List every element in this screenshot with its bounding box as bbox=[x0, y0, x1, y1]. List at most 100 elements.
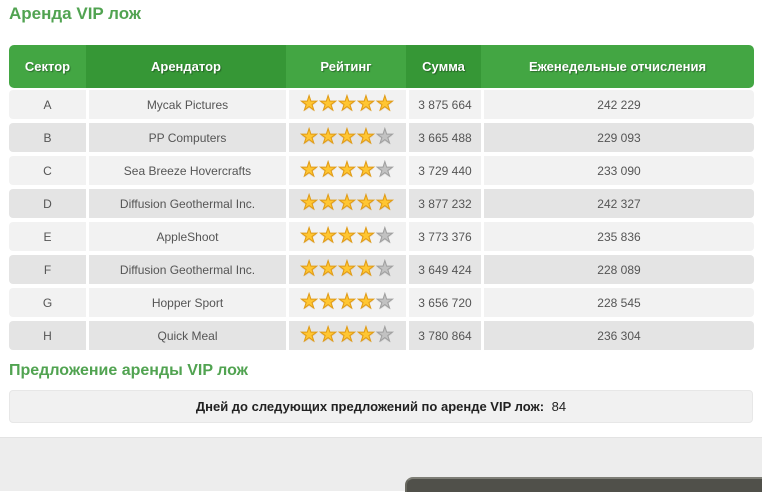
star-filled-icon: ★ bbox=[375, 192, 395, 215]
star-filled-icon: ★ bbox=[338, 93, 357, 116]
star-filled-icon: ★ bbox=[300, 291, 320, 314]
rating-stars: ★ ★ ★ ★ ★ bbox=[286, 156, 406, 185]
page-title: Аренда VIP лож bbox=[9, 4, 141, 23]
star-filled-icon: ★ bbox=[300, 258, 320, 281]
sum-cell: 3 656 720 bbox=[406, 288, 481, 317]
star-empty-icon: ★ bbox=[375, 324, 395, 347]
tenant-cell: PP Computers bbox=[86, 123, 286, 152]
sector-cell: D bbox=[9, 189, 86, 218]
footer-background-strip bbox=[0, 437, 762, 491]
weekly-cell: 228 089 bbox=[481, 255, 754, 284]
weekly-cell: 242 229 bbox=[481, 90, 754, 119]
table-row: B PP Computers ★ ★ ★ ★ ★ 3 665 488 229 093 bbox=[9, 123, 754, 152]
tenant-cell: Hopper Sport bbox=[86, 288, 286, 317]
table-row: C Sea Breeze Hovercrafts ★ ★ ★ ★ ★ 3 729 440… bbox=[9, 156, 754, 185]
rating-stars: ★ ★ ★ ★ ★ bbox=[286, 222, 406, 251]
sector-cell: H bbox=[9, 321, 86, 350]
star-filled-icon: ★ bbox=[319, 93, 339, 116]
star-filled-icon: ★ bbox=[300, 192, 320, 215]
star-filled-icon: ★ bbox=[338, 291, 357, 314]
table-row: D Diffusion Geothermal Inc. ★ ★ ★ ★ ★ 3 877 … bbox=[9, 189, 754, 218]
rating-stars: ★ ★ ★ ★ ★ bbox=[286, 255, 406, 284]
star-filled-icon: ★ bbox=[356, 93, 376, 116]
star-filled-icon: ★ bbox=[319, 258, 339, 281]
rating-stars: ★ ★ ★ ★ ★ bbox=[286, 90, 406, 119]
star-filled-icon: ★ bbox=[356, 126, 376, 149]
star-filled-icon: ★ bbox=[338, 258, 357, 281]
table-row: F Diffusion Geothermal Inc. ★ ★ ★ ★ ★ 3 649 … bbox=[9, 255, 754, 284]
star-filled-icon: ★ bbox=[300, 324, 320, 347]
sum-cell: 3 773 376 bbox=[406, 222, 481, 251]
column-header-tenant: Арендатор bbox=[86, 45, 286, 88]
star-filled-icon: ★ bbox=[338, 126, 357, 149]
sum-cell: 3 875 664 bbox=[406, 90, 481, 119]
star-filled-icon: ★ bbox=[338, 159, 357, 182]
weekly-cell: 229 093 bbox=[481, 123, 754, 152]
tenant-cell: Mycak Pictures bbox=[86, 90, 286, 119]
sector-cell: A bbox=[9, 90, 86, 119]
column-header-weekly: Еженедельные отчисления bbox=[481, 45, 754, 88]
weekly-cell: 242 327 bbox=[481, 189, 754, 218]
star-filled-icon: ★ bbox=[300, 159, 320, 182]
sum-cell: 3 665 488 bbox=[406, 123, 481, 152]
star-filled-icon: ★ bbox=[300, 126, 320, 149]
sector-cell: C bbox=[9, 156, 86, 185]
table-row: A Mycak Pictures ★ ★ ★ ★ ★ 3 875 664 242 229 bbox=[9, 90, 754, 119]
star-empty-icon: ★ bbox=[375, 291, 395, 314]
weekly-cell: 235 836 bbox=[481, 222, 754, 251]
tenant-cell: AppleShoot bbox=[86, 222, 286, 251]
star-filled-icon: ★ bbox=[356, 225, 376, 248]
vip-lease-table: Сектор Арендатор Рейтинг Сумма Еженедель… bbox=[9, 45, 754, 350]
star-empty-icon: ★ bbox=[375, 159, 395, 182]
star-filled-icon: ★ bbox=[375, 93, 395, 116]
star-filled-icon: ★ bbox=[319, 126, 339, 149]
star-filled-icon: ★ bbox=[338, 324, 357, 347]
table-body: A Mycak Pictures ★ ★ ★ ★ ★ 3 875 664 242 229… bbox=[9, 90, 754, 350]
star-empty-icon: ★ bbox=[375, 225, 395, 248]
days-until-offers-bar: Дней до следующих предложений по аренде … bbox=[9, 390, 753, 423]
column-header-rating: Рейтинг bbox=[286, 45, 406, 88]
star-filled-icon: ★ bbox=[338, 192, 357, 215]
column-header-sum: Сумма bbox=[406, 45, 481, 88]
weekly-cell: 236 304 bbox=[481, 321, 754, 350]
sector-cell: G bbox=[9, 288, 86, 317]
sector-cell: B bbox=[9, 123, 86, 152]
table-row: E AppleShoot ★ ★ ★ ★ ★ 3 773 376 235 836 bbox=[9, 222, 754, 251]
star-filled-icon: ★ bbox=[356, 159, 376, 182]
days-until-offers-value: 84 bbox=[551, 399, 567, 414]
sum-cell: 3 649 424 bbox=[406, 255, 481, 284]
star-filled-icon: ★ bbox=[338, 225, 357, 248]
star-empty-icon: ★ bbox=[375, 258, 395, 281]
rating-stars: ★ ★ ★ ★ ★ bbox=[286, 321, 406, 350]
rating-stars: ★ ★ ★ ★ ★ bbox=[286, 189, 406, 218]
tenant-cell: Sea Breeze Hovercrafts bbox=[86, 156, 286, 185]
star-filled-icon: ★ bbox=[319, 159, 339, 182]
star-filled-icon: ★ bbox=[356, 192, 376, 215]
star-filled-icon: ★ bbox=[319, 192, 339, 215]
sector-cell: F bbox=[9, 255, 86, 284]
sector-cell: E bbox=[9, 222, 86, 251]
star-filled-icon: ★ bbox=[300, 93, 320, 116]
rating-stars: ★ ★ ★ ★ ★ bbox=[286, 123, 406, 152]
footer-dark-panel-edge bbox=[405, 477, 762, 492]
weekly-cell: 228 545 bbox=[481, 288, 754, 317]
star-filled-icon: ★ bbox=[319, 324, 339, 347]
table-row: G Hopper Sport ★ ★ ★ ★ ★ 3 656 720 228 545 bbox=[9, 288, 754, 317]
star-filled-icon: ★ bbox=[356, 324, 376, 347]
star-filled-icon: ★ bbox=[356, 258, 376, 281]
star-filled-icon: ★ bbox=[300, 225, 320, 248]
table-header-row: Сектор Арендатор Рейтинг Сумма Еженедель… bbox=[9, 45, 754, 88]
star-empty-icon: ★ bbox=[375, 126, 395, 149]
column-header-sector: Сектор bbox=[9, 45, 86, 88]
star-filled-icon: ★ bbox=[356, 291, 376, 314]
sum-cell: 3 780 864 bbox=[406, 321, 481, 350]
sum-cell: 3 729 440 bbox=[406, 156, 481, 185]
days-until-offers-label: Дней до следующих предложений по аренде … bbox=[195, 399, 545, 414]
star-filled-icon: ★ bbox=[319, 291, 339, 314]
tenant-cell: Diffusion Geothermal Inc. bbox=[86, 255, 286, 284]
star-filled-icon: ★ bbox=[319, 225, 339, 248]
weekly-cell: 233 090 bbox=[481, 156, 754, 185]
sum-cell: 3 877 232 bbox=[406, 189, 481, 218]
rating-stars: ★ ★ ★ ★ ★ bbox=[286, 288, 406, 317]
